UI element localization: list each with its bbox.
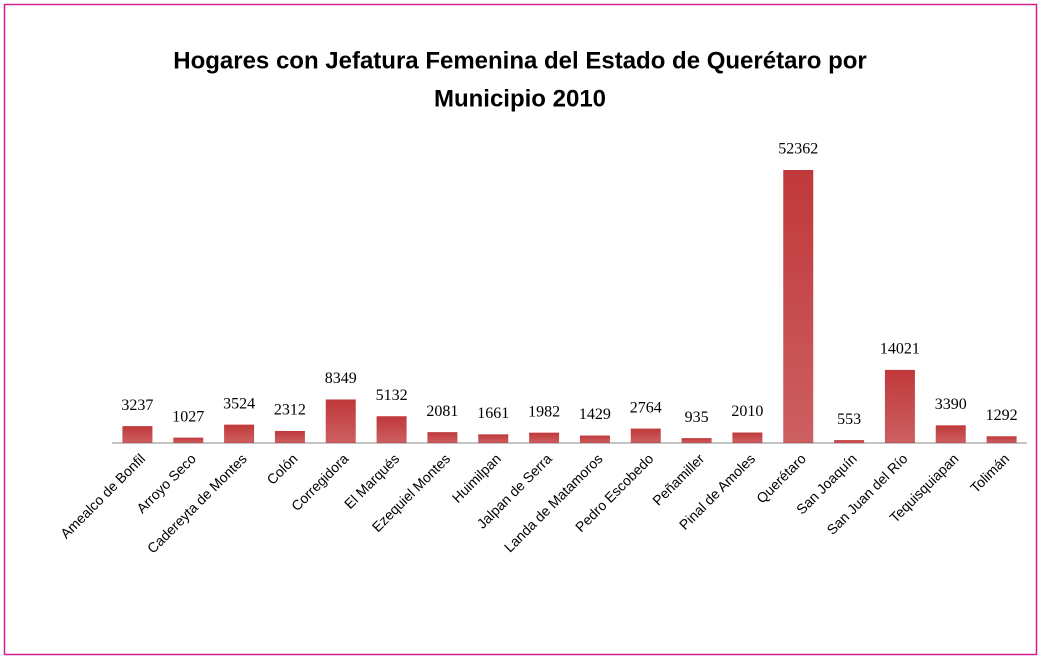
bar: [427, 432, 458, 443]
bar: [579, 435, 610, 443]
data-label: 1982: [528, 403, 560, 420]
data-label: 5132: [376, 387, 408, 404]
data-label: 8349: [325, 370, 357, 387]
data-label: 1292: [986, 407, 1018, 424]
data-label: 553: [837, 411, 861, 428]
data-label: 2010: [731, 403, 763, 420]
bar: [681, 438, 712, 443]
data-label: 3524: [223, 395, 255, 412]
chart-title: Hogares con Jefatura Femenina del Estado…: [173, 47, 867, 74]
data-label: 2764: [630, 399, 662, 416]
data-label: 935: [685, 409, 709, 426]
bar: [274, 430, 305, 443]
bar: [224, 424, 255, 443]
data-label: 1027: [172, 408, 204, 425]
bar: [783, 170, 814, 443]
data-label: 14021: [880, 341, 920, 358]
data-label: 1661: [477, 405, 509, 422]
data-label: 1429: [579, 406, 611, 423]
bar: [884, 369, 915, 443]
data-label: 2081: [426, 403, 458, 420]
data-label: 3237: [121, 397, 153, 414]
data-label: 52362: [778, 141, 818, 158]
bar: [376, 416, 407, 443]
bar: [986, 436, 1017, 443]
chart-border: [3, 3, 1038, 656]
chart-title: Municipio 2010: [434, 85, 606, 112]
bar: [529, 432, 560, 443]
bar: [478, 434, 509, 443]
bar: [630, 428, 661, 443]
data-label: 3390: [935, 396, 967, 413]
bar: [935, 425, 966, 443]
data-label: 2312: [274, 402, 306, 419]
bar: [834, 440, 865, 443]
bar: [325, 399, 356, 443]
bar: [173, 437, 204, 443]
bar: [732, 432, 763, 443]
bar: [122, 426, 153, 443]
